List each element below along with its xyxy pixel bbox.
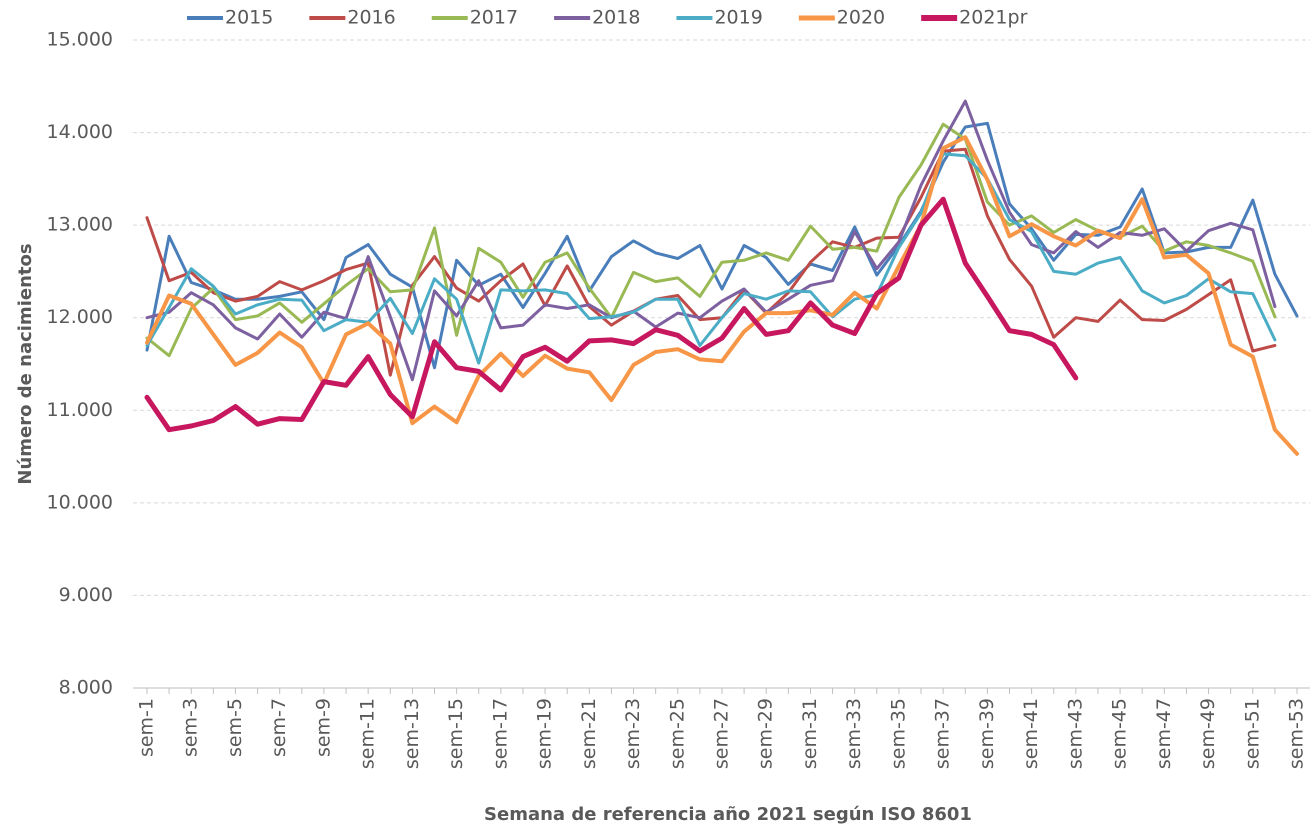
legend-label: 2019 (714, 7, 762, 29)
x-tick-label: sem-49 (1197, 698, 1219, 769)
x-tick-label: sem-31 (799, 698, 821, 769)
x-tick-label: sem-23 (622, 698, 644, 769)
x-tick-label: sem-47 (1153, 698, 1175, 769)
y-tick-label: 9.000 (59, 584, 113, 606)
y-tick-label: 13.000 (47, 214, 113, 236)
x-tick-label: sem-39 (976, 698, 998, 769)
x-tick-label: sem-15 (445, 698, 467, 769)
x-tick-label: sem-45 (1109, 698, 1131, 769)
x-tick-label: sem-3 (180, 698, 202, 757)
legend-label: 2020 (837, 7, 885, 29)
x-tick-label: sem-37 (932, 698, 954, 769)
x-axis-title: Semana de referencia año 2021 según ISO … (484, 804, 972, 825)
x-tick-label: sem-11 (357, 698, 379, 769)
x-tick-label: sem-43 (1064, 698, 1086, 769)
series-line (145, 122, 1277, 358)
legend-label: 2017 (470, 7, 518, 29)
y-tick-label: 12.000 (47, 306, 113, 328)
legend-label: 2015 (225, 7, 273, 29)
x-tick-label: sem-29 (755, 698, 777, 769)
x-tick-label: sem-35 (887, 698, 909, 769)
series-line (145, 147, 1277, 377)
y-tick-label: 11.000 (47, 399, 113, 421)
legend-label: 2016 (347, 7, 395, 29)
y-tick-label: 10.000 (47, 491, 113, 513)
x-tick-label: sem-17 (489, 698, 511, 769)
series-line (145, 121, 1299, 370)
x-tick-label: sem-53 (1286, 698, 1308, 769)
x-tick-label: sem-33 (843, 698, 865, 769)
x-tick-label: sem-41 (1020, 698, 1042, 769)
x-tick-label: sem-21 (578, 698, 600, 769)
y-axis-title: Número de nacimientos (15, 243, 36, 484)
x-tick-label: sem-1 (136, 698, 158, 757)
series-line (145, 99, 1277, 382)
y-tick-label: 15.000 (47, 29, 113, 51)
series-line (144, 196, 1079, 433)
x-tick-label: sem-9 (312, 698, 334, 757)
y-tick-label: 8.000 (59, 677, 113, 699)
legend-label: 2021pr (959, 7, 1027, 29)
x-tick-label: sem-5 (224, 698, 246, 757)
series-line (145, 135, 1299, 456)
x-tick-label: sem-7 (268, 698, 290, 757)
x-tick-label: sem-27 (711, 698, 733, 769)
series-line (145, 152, 1277, 365)
x-tick-label: sem-51 (1241, 698, 1263, 769)
x-tick-label: sem-13 (401, 698, 423, 769)
legend-label: 2018 (592, 7, 640, 29)
y-tick-label: 14.000 (47, 121, 113, 143)
x-tick-label: sem-19 (534, 698, 556, 769)
x-tick-label: sem-25 (666, 698, 688, 769)
